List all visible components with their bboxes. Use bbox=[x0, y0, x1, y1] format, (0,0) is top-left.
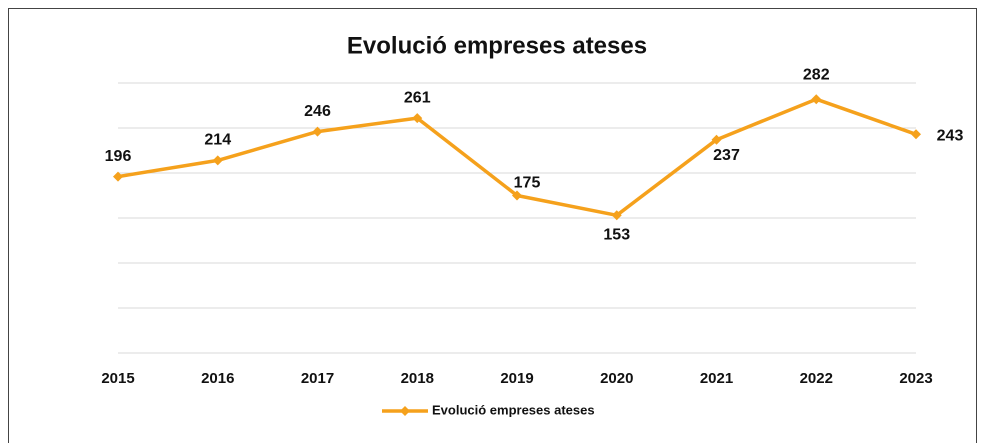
x-tick-label: 2021 bbox=[700, 370, 733, 387]
marker bbox=[412, 113, 423, 124]
x-tick-label: 2022 bbox=[800, 370, 833, 387]
x-tick-label: 2015 bbox=[101, 370, 134, 387]
data-label: 196 bbox=[105, 148, 132, 165]
marker bbox=[811, 94, 822, 105]
x-tick-label: 2023 bbox=[899, 370, 932, 387]
marker bbox=[911, 129, 921, 140]
x-tick-label: 2019 bbox=[500, 370, 533, 387]
data-label: 214 bbox=[204, 132, 231, 149]
chart-frame bbox=[8, 8, 977, 443]
marker bbox=[312, 126, 323, 137]
marker bbox=[711, 134, 722, 145]
data-label: 175 bbox=[514, 175, 541, 192]
data-label: 282 bbox=[803, 66, 830, 83]
marker bbox=[611, 210, 622, 221]
x-tick-label: 2020 bbox=[600, 370, 633, 387]
chart-title: Evolució empreses ateses bbox=[347, 32, 647, 59]
marker bbox=[113, 171, 123, 182]
marker bbox=[212, 155, 223, 166]
data-label: 243 bbox=[937, 128, 964, 145]
x-tick-label: 2016 bbox=[201, 370, 234, 387]
x-tick-label: 2018 bbox=[401, 370, 434, 387]
x-tick-label: 2017 bbox=[301, 370, 334, 387]
data-label: 237 bbox=[713, 147, 740, 164]
legend-label: Evolució empreses ateses bbox=[432, 402, 595, 417]
marker bbox=[512, 190, 522, 201]
legend-marker bbox=[400, 406, 410, 416]
data-label: 261 bbox=[404, 89, 431, 106]
data-label: 153 bbox=[603, 227, 630, 244]
data-label: 246 bbox=[304, 103, 331, 120]
